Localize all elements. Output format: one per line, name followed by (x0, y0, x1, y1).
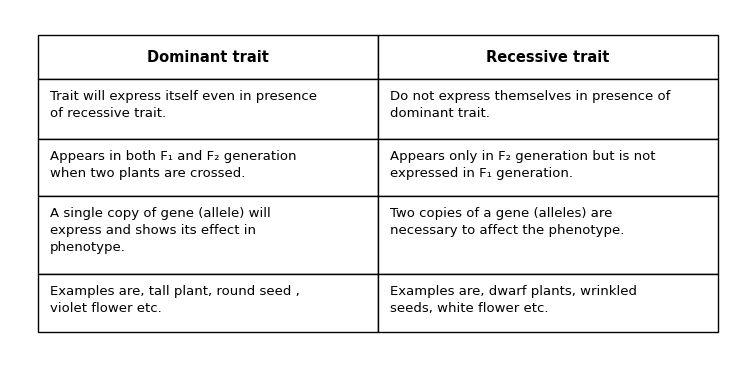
Bar (378, 79, 718, 139)
Text: A single copy of gene (allele) will
express and shows its effect in
phenotype.: A single copy of gene (allele) will expr… (50, 207, 271, 254)
Text: Appears only in F₂ generation but is not
expressed in F₁ generation.: Appears only in F₂ generation but is not… (390, 150, 656, 180)
Bar (38, 196, 378, 275)
Bar (378, 275, 718, 332)
Text: Do not express themselves in presence of
dominant trait.: Do not express themselves in presence of… (390, 90, 670, 120)
Text: Examples are, tall plant, round seed ,
violet flower etc.: Examples are, tall plant, round seed , v… (50, 285, 300, 316)
Text: Two copies of a gene (alleles) are
necessary to affect the phenotype.: Two copies of a gene (alleles) are neces… (390, 207, 624, 237)
Bar (38, 275, 378, 332)
Text: Appears in both F₁ and F₂ generation
when two plants are crossed.: Appears in both F₁ and F₂ generation whe… (50, 150, 297, 180)
Bar (378, 35, 718, 79)
Bar (378, 139, 718, 196)
Bar (38, 139, 378, 196)
Text: Trait will express itself even in presence
of recessive trait.: Trait will express itself even in presen… (50, 90, 317, 120)
Text: Examples are, dwarf plants, wrinkled
seeds, white flower etc.: Examples are, dwarf plants, wrinkled see… (390, 285, 637, 316)
Text: Dominant trait: Dominant trait (147, 50, 269, 65)
Bar (378, 196, 718, 275)
Bar (38, 79, 378, 139)
Bar (38, 35, 378, 79)
Text: Recessive trait: Recessive trait (486, 50, 610, 65)
